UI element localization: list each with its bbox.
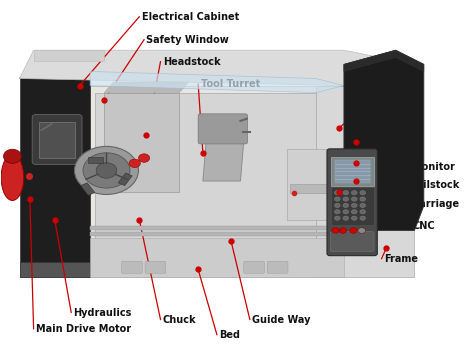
Polygon shape bbox=[95, 93, 316, 241]
Circle shape bbox=[129, 159, 140, 168]
Circle shape bbox=[138, 154, 150, 162]
Polygon shape bbox=[316, 86, 414, 277]
Circle shape bbox=[360, 216, 365, 220]
Bar bbox=[81, 183, 95, 196]
FancyBboxPatch shape bbox=[90, 231, 344, 236]
Ellipse shape bbox=[1, 154, 24, 201]
Polygon shape bbox=[19, 78, 90, 277]
FancyBboxPatch shape bbox=[121, 261, 142, 273]
Circle shape bbox=[343, 197, 348, 201]
Polygon shape bbox=[288, 149, 344, 220]
Text: Frame: Frame bbox=[384, 254, 418, 264]
FancyBboxPatch shape bbox=[335, 160, 370, 183]
Bar bbox=[88, 157, 103, 163]
Circle shape bbox=[360, 191, 365, 195]
Text: Tool Turret: Tool Turret bbox=[201, 79, 260, 89]
Polygon shape bbox=[41, 123, 53, 132]
Polygon shape bbox=[19, 262, 90, 277]
Polygon shape bbox=[344, 50, 424, 230]
Circle shape bbox=[360, 203, 365, 208]
Text: Headstock: Headstock bbox=[163, 56, 220, 66]
Polygon shape bbox=[104, 82, 189, 93]
FancyBboxPatch shape bbox=[39, 122, 75, 158]
FancyBboxPatch shape bbox=[331, 187, 374, 224]
Text: Hydraulics: Hydraulics bbox=[73, 307, 132, 318]
Polygon shape bbox=[19, 61, 104, 78]
Circle shape bbox=[351, 203, 357, 208]
Text: Cover: Cover bbox=[389, 81, 420, 91]
FancyBboxPatch shape bbox=[267, 261, 288, 273]
Circle shape bbox=[360, 210, 365, 214]
FancyBboxPatch shape bbox=[90, 226, 344, 230]
FancyBboxPatch shape bbox=[331, 157, 374, 186]
Circle shape bbox=[335, 203, 340, 208]
Text: Carriage: Carriage bbox=[412, 199, 459, 209]
Polygon shape bbox=[19, 50, 414, 86]
Circle shape bbox=[349, 228, 357, 233]
Text: CNC: CNC bbox=[412, 221, 435, 231]
Circle shape bbox=[83, 153, 130, 188]
Circle shape bbox=[360, 197, 365, 201]
Polygon shape bbox=[90, 86, 344, 277]
Text: Monitor: Monitor bbox=[412, 162, 455, 172]
Polygon shape bbox=[344, 50, 424, 71]
Circle shape bbox=[358, 228, 365, 233]
Polygon shape bbox=[90, 237, 344, 277]
FancyBboxPatch shape bbox=[330, 231, 374, 251]
Circle shape bbox=[335, 197, 340, 201]
Circle shape bbox=[335, 191, 340, 195]
Circle shape bbox=[96, 163, 117, 178]
Polygon shape bbox=[104, 93, 179, 192]
FancyBboxPatch shape bbox=[32, 115, 82, 164]
Bar bbox=[118, 173, 132, 186]
Polygon shape bbox=[203, 125, 245, 181]
Text: Electrical Cabinet: Electrical Cabinet bbox=[142, 12, 239, 22]
Polygon shape bbox=[34, 50, 104, 61]
Text: Chuck: Chuck bbox=[163, 315, 197, 325]
Bar bbox=[290, 184, 337, 193]
FancyBboxPatch shape bbox=[145, 261, 166, 273]
Circle shape bbox=[351, 210, 357, 214]
Circle shape bbox=[351, 191, 357, 195]
FancyBboxPatch shape bbox=[244, 261, 264, 273]
Circle shape bbox=[339, 228, 346, 233]
Circle shape bbox=[343, 191, 348, 195]
Circle shape bbox=[343, 203, 348, 208]
Text: Guide Way: Guide Way bbox=[252, 315, 311, 325]
Circle shape bbox=[351, 216, 357, 220]
Text: Safety Window: Safety Window bbox=[146, 34, 229, 45]
Text: Main Drive Motor: Main Drive Motor bbox=[36, 324, 131, 334]
Circle shape bbox=[351, 197, 357, 201]
Ellipse shape bbox=[3, 149, 21, 163]
Circle shape bbox=[335, 210, 340, 214]
Circle shape bbox=[343, 210, 348, 214]
Text: Tailstock: Tailstock bbox=[412, 180, 460, 190]
FancyBboxPatch shape bbox=[198, 114, 247, 144]
Text: Bed: Bed bbox=[219, 330, 240, 340]
Circle shape bbox=[332, 228, 339, 233]
Circle shape bbox=[74, 146, 138, 195]
Polygon shape bbox=[90, 71, 344, 93]
FancyBboxPatch shape bbox=[327, 149, 377, 256]
Circle shape bbox=[335, 216, 340, 220]
Circle shape bbox=[343, 216, 348, 220]
